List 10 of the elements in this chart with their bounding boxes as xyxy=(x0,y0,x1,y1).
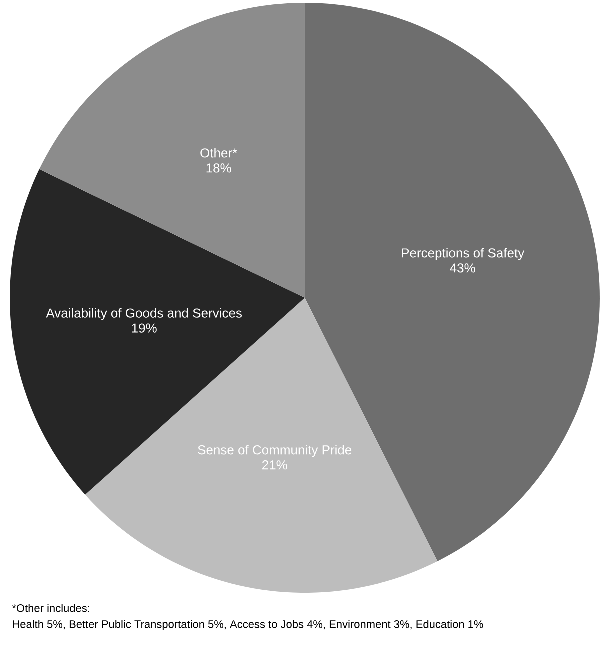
data-label: 21% xyxy=(262,460,288,470)
data-label: 19% xyxy=(132,324,157,333)
data-label: 18% xyxy=(206,164,232,173)
slice-label: Other* xyxy=(200,148,238,158)
data-label: 43% xyxy=(450,264,476,273)
slice-label: Sense of Community Pride xyxy=(198,445,352,458)
slice-label: Perceptions of Safety xyxy=(402,248,525,260)
text: *Other includes: xyxy=(12,604,90,612)
text: Health 5%, Better Public Transportation 5%, Access to Jobs 4%, Environment 3%, Education 1% xyxy=(13,620,484,630)
slice-label: Availability of Goods and Services xyxy=(46,308,242,320)
